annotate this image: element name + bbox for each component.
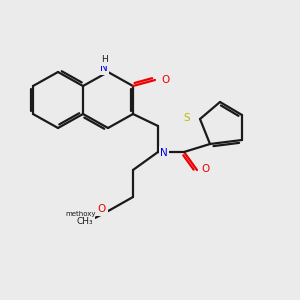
Text: O: O (98, 204, 106, 214)
Text: O: O (161, 75, 169, 85)
Text: CH₃: CH₃ (77, 217, 93, 226)
Text: O: O (201, 164, 209, 174)
Text: H: H (100, 56, 107, 64)
Text: N: N (100, 63, 108, 73)
Text: N: N (160, 148, 168, 158)
Text: S: S (183, 113, 190, 123)
Text: methoxy: methoxy (66, 211, 96, 217)
